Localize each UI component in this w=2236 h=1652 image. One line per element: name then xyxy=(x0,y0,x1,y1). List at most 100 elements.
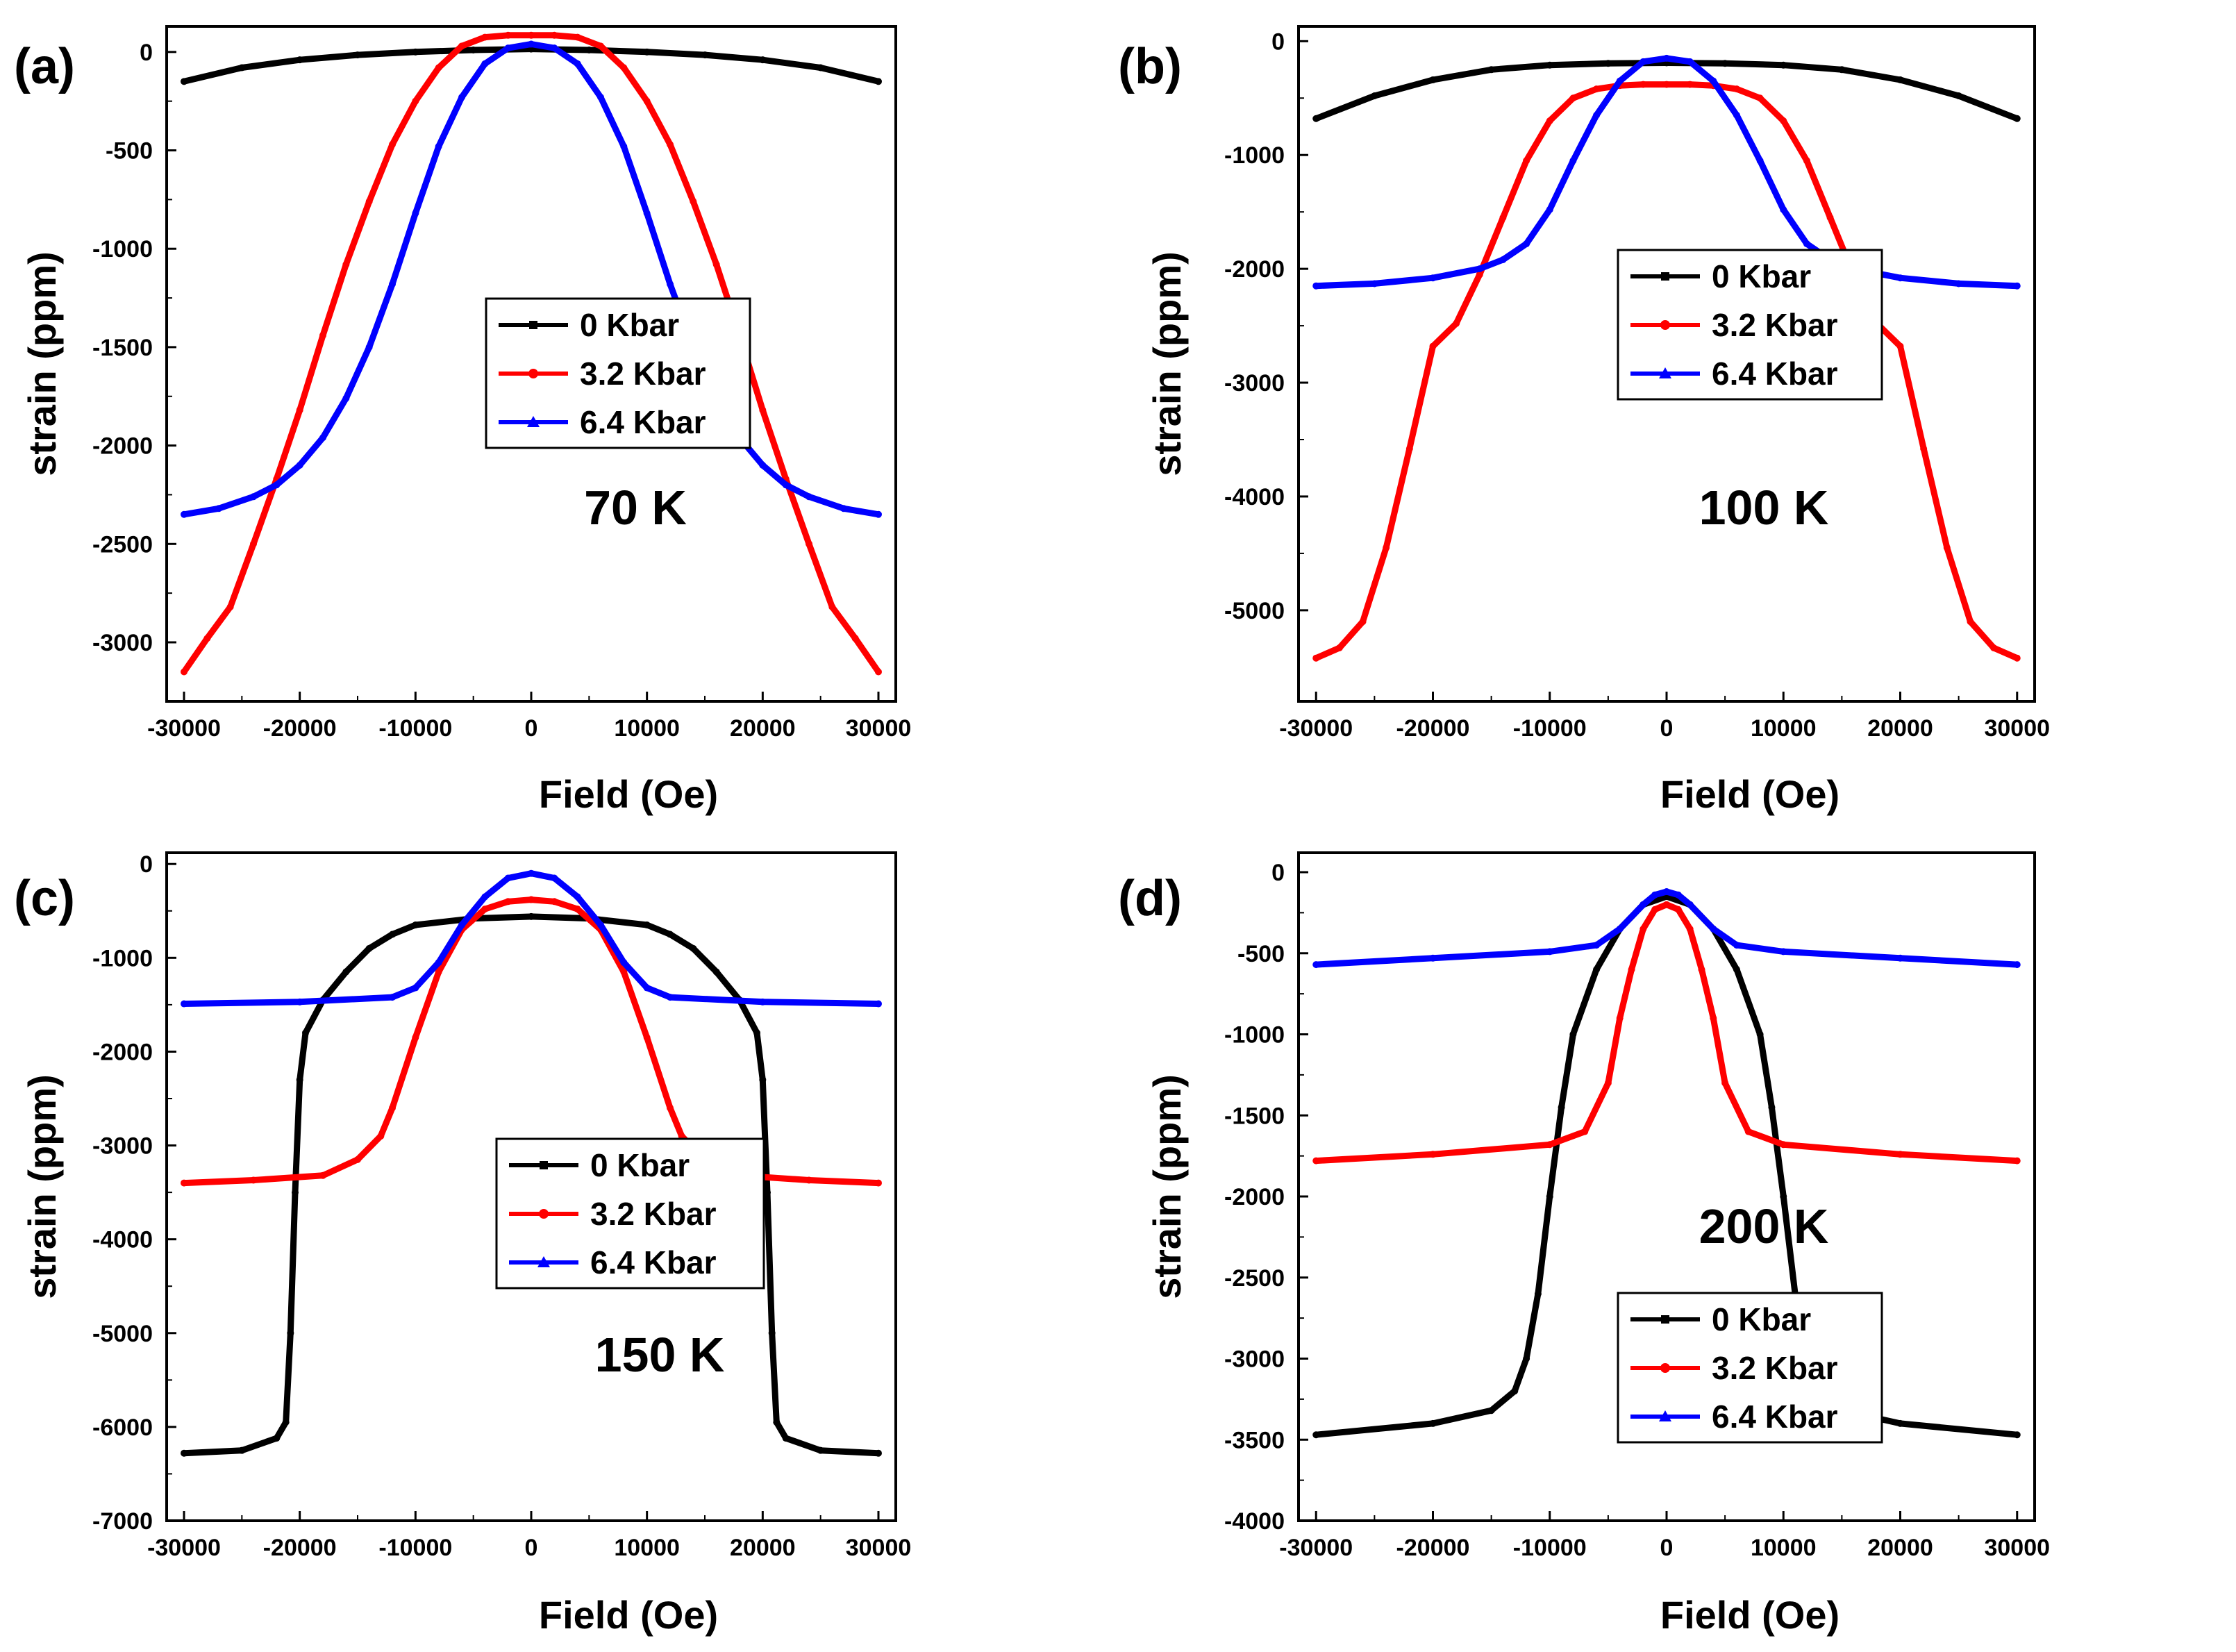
x-axis-label: Field (Oe) xyxy=(539,772,718,816)
y-tick-label: -3000 xyxy=(92,630,153,656)
data-point xyxy=(667,931,674,938)
data-point xyxy=(481,33,489,41)
data-point xyxy=(1651,906,1659,913)
data-point xyxy=(1896,1419,1904,1427)
data-point xyxy=(528,896,535,903)
data-point xyxy=(828,603,836,610)
data-point xyxy=(504,874,512,882)
data-point xyxy=(1640,901,1647,908)
data-point xyxy=(1546,1141,1553,1149)
data-point xyxy=(1733,85,1740,93)
data-point xyxy=(458,42,465,50)
data-point xyxy=(1663,901,1670,908)
y-tick-label: -3000 xyxy=(1224,370,1285,397)
data-point xyxy=(2013,115,2021,122)
data-point xyxy=(551,874,558,882)
data-point xyxy=(1383,544,1390,551)
data-point xyxy=(1312,1157,1320,1165)
data-point xyxy=(412,210,419,217)
data-point xyxy=(1359,618,1367,626)
data-point xyxy=(712,968,720,976)
data-point xyxy=(1628,966,1635,974)
data-point xyxy=(574,893,581,901)
legend-entry: 6.4 Kbar xyxy=(590,1244,717,1280)
data-point xyxy=(643,921,651,929)
legend-marker-square xyxy=(529,321,537,329)
data-point xyxy=(203,635,211,642)
data-point xyxy=(504,44,512,52)
x-tick-label: -20000 xyxy=(263,715,337,742)
x-tick-label: 20000 xyxy=(730,1535,796,1561)
data-point xyxy=(620,64,628,72)
legend-entry: 3.2 Kbar xyxy=(590,1196,717,1232)
data-point xyxy=(504,898,512,906)
y-tick-label: -1500 xyxy=(1224,1103,1285,1129)
data-point xyxy=(412,1034,419,1042)
data-point xyxy=(1429,76,1437,84)
y-tick-label: -2000 xyxy=(1224,1184,1285,1210)
legend-marker-square xyxy=(540,1161,548,1169)
legend-entry: 0 Kbar xyxy=(1712,1301,1811,1337)
data-point xyxy=(250,1176,257,1184)
panel-d: -30000 -20000 -10000 0 10000 20000 30000 0 -500 -… xyxy=(1118,851,2050,1637)
data-point xyxy=(1896,342,1904,350)
data-point xyxy=(1499,256,1507,264)
data-point xyxy=(643,48,651,56)
data-point xyxy=(1640,81,1647,88)
data-point xyxy=(1756,1031,1764,1038)
data-point xyxy=(620,959,628,967)
data-point xyxy=(1686,58,1694,65)
legend-entry: 6.4 Kbar xyxy=(1712,356,1838,392)
data-point xyxy=(1429,274,1437,282)
y-tick-label: -3000 xyxy=(92,1133,153,1160)
data-point xyxy=(701,51,708,59)
data-point xyxy=(528,869,535,877)
data-point xyxy=(504,31,512,39)
data-point xyxy=(1429,954,1437,962)
data-point xyxy=(1721,60,1729,67)
data-point xyxy=(551,44,558,52)
data-point xyxy=(782,481,790,489)
data-point xyxy=(1453,319,1460,327)
data-point xyxy=(1698,966,1705,974)
data-point xyxy=(712,260,720,268)
data-point xyxy=(806,1176,812,1184)
data-point xyxy=(1896,274,1904,282)
data-point xyxy=(389,931,396,938)
data-point xyxy=(1487,1407,1495,1415)
data-point xyxy=(1312,115,1320,122)
legend: 0 Kbar 3.2 Kbar 6.4 Kbar xyxy=(1617,1292,1883,1444)
data-point xyxy=(435,959,442,967)
data-point xyxy=(768,1329,776,1337)
data-point xyxy=(667,281,674,288)
data-point xyxy=(1710,1015,1717,1022)
y-axis-label: strain (ppm) xyxy=(1145,251,1189,476)
data-point xyxy=(806,493,812,501)
data-point xyxy=(667,994,674,1001)
data-point xyxy=(1616,77,1624,85)
y-tick-label: 0 xyxy=(140,851,153,878)
legend-marker-circle xyxy=(1660,1363,1670,1373)
data-point xyxy=(2013,961,2021,969)
panel-a: -30000 -20000 -10000 0 10000 20000 30000 0 -500 -… xyxy=(14,25,912,816)
data-point xyxy=(435,968,442,976)
data-point xyxy=(759,406,767,414)
data-point xyxy=(181,510,187,518)
data-point xyxy=(1651,891,1659,899)
data-point xyxy=(1768,1103,1776,1111)
legend-marker-triangle xyxy=(527,416,540,427)
data-point xyxy=(620,142,628,150)
legend-marker-circle xyxy=(1660,320,1670,330)
x-tick-label: 30000 xyxy=(846,715,912,742)
x-axis-label: Field (Oe) xyxy=(1660,772,1839,816)
panel-label: (c) xyxy=(14,871,75,926)
data-point xyxy=(1756,94,1764,102)
data-point xyxy=(377,1133,385,1140)
data-point xyxy=(1896,1151,1904,1158)
x-tick-label: 30000 xyxy=(846,1535,912,1561)
x-tick-label: -10000 xyxy=(378,715,452,742)
y-axis-label: strain (ppm) xyxy=(20,251,64,476)
data-point xyxy=(469,47,477,54)
data-point xyxy=(1803,157,1810,165)
data-point xyxy=(1429,342,1437,350)
